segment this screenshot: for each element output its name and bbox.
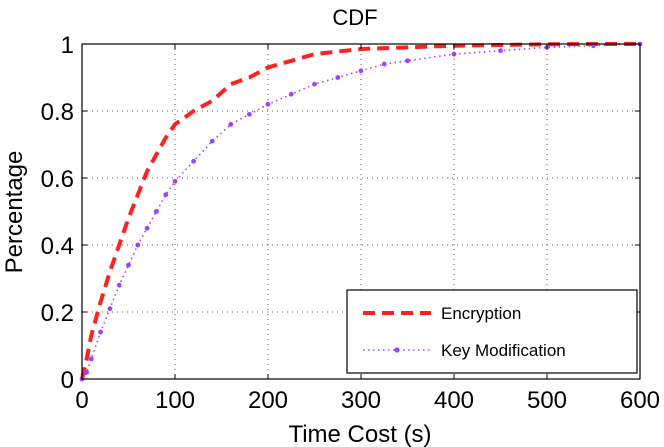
x-tick-label: 400 [434,387,474,414]
data-point-key-modification [288,91,294,97]
legend-label-encryption: Encryption [441,304,521,323]
plot-series [79,41,643,382]
data-point-key-modification [191,158,197,164]
data-point-key-modification [265,101,271,107]
data-point-key-modification [405,58,410,64]
data-point-key-modification [247,111,252,117]
legend: Encryption Key Modification [346,289,638,374]
x-tick-label: 100 [155,387,195,414]
data-point-key-modification [126,262,131,268]
y-tick-label: 0.2 [41,300,74,327]
x-tick-label: 300 [341,387,381,414]
y-tick-label: 0.4 [41,233,74,260]
data-point-key-modification [335,75,341,80]
legend-label-key-modification: Key Modification [441,341,566,360]
data-point-key-modification [116,282,122,288]
data-point-key-modification [381,61,387,67]
data-point-key-modification [107,306,113,312]
y-tick-label: 0 [61,367,74,394]
y-tick-label: 0.8 [41,99,74,126]
data-point-key-modification [163,192,169,198]
x-tick-label: 0 [75,387,88,414]
x-tick-label: 600 [620,387,660,414]
y-axis-label: Percentage [1,151,28,274]
data-point-key-modification [98,329,103,335]
data-point-key-modification [451,51,457,57]
data-point-key-modification [498,48,503,54]
x-tick-label: 200 [248,387,288,414]
data-point-key-modification [144,225,150,231]
series-line-encryption [80,42,640,380]
data-point-key-modification [312,81,317,87]
x-tick-label: 500 [527,387,567,414]
chart-title: CDF [332,5,377,30]
data-point-key-modification [172,178,178,184]
y-tick-label: 0.6 [41,166,74,193]
y-tick-label: 1 [61,32,74,59]
legend-marker-key-modification [394,347,400,353]
data-point-key-modification [228,122,234,127]
data-point-key-modification [358,68,364,74]
data-point-key-modification [154,209,159,214]
data-point-key-modification [84,369,90,375]
data-point-key-modification [209,138,215,144]
data-point-key-modification [88,356,94,362]
axis-ticks: 0 100 200 300 400 500 600 0 0.2 0.4 0.6 0.8 1 [41,32,660,414]
data-point-key-modification [135,242,141,248]
legend-box [346,289,638,374]
x-axis-label: Time Cost (s) [288,421,431,447]
